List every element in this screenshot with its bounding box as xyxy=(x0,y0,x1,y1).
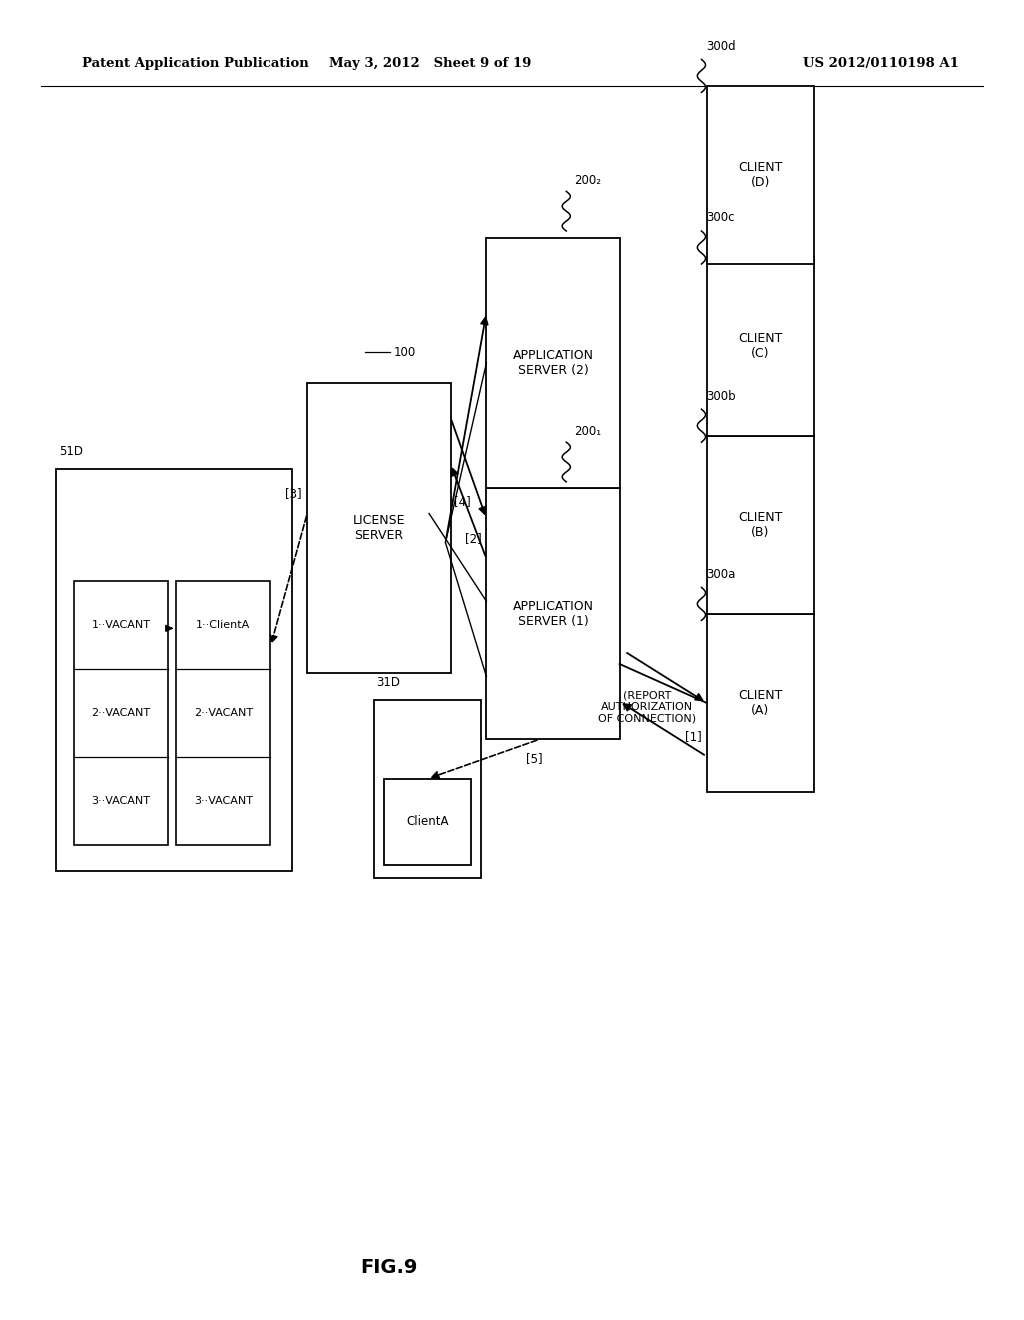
Bar xyxy=(74,581,168,845)
Bar xyxy=(707,257,814,436)
Text: CLIENT
(D): CLIENT (D) xyxy=(738,161,782,189)
Text: (REPORT
AUTHORIZATION
OF CONNECTION): (REPORT AUTHORIZATION OF CONNECTION) xyxy=(598,690,696,723)
Text: 1··VACANT: 1··VACANT xyxy=(91,620,151,630)
Text: 1··ClientA: 1··ClientA xyxy=(197,620,250,630)
Text: 100: 100 xyxy=(393,346,416,359)
Text: US 2012/0110198 A1: US 2012/0110198 A1 xyxy=(803,57,958,70)
Bar xyxy=(176,581,270,845)
Text: [3]: [3] xyxy=(286,487,302,500)
Text: FIG.9: FIG.9 xyxy=(360,1258,418,1276)
Text: 3··VACANT: 3··VACANT xyxy=(194,796,253,805)
Bar xyxy=(486,488,620,739)
Text: 51D: 51D xyxy=(59,445,83,458)
Text: CLIENT
(A): CLIENT (A) xyxy=(738,689,782,717)
Text: ClientA: ClientA xyxy=(407,816,449,828)
Text: 200₂: 200₂ xyxy=(574,174,601,187)
Text: 31D: 31D xyxy=(376,676,399,689)
Text: 300b: 300b xyxy=(707,389,736,403)
Bar xyxy=(56,469,292,871)
Text: 300a: 300a xyxy=(707,568,736,581)
Bar xyxy=(374,700,481,878)
Text: 300c: 300c xyxy=(707,211,735,224)
Text: 3··VACANT: 3··VACANT xyxy=(91,796,151,805)
Text: [4]: [4] xyxy=(454,495,470,508)
Text: May 3, 2012   Sheet 9 of 19: May 3, 2012 Sheet 9 of 19 xyxy=(329,57,531,70)
Text: 300d: 300d xyxy=(707,40,736,53)
Text: APPLICATION
SERVER (1): APPLICATION SERVER (1) xyxy=(512,599,594,628)
Text: LICENSE
SERVER: LICENSE SERVER xyxy=(352,513,406,543)
Bar xyxy=(486,238,620,488)
Text: APPLICATION
SERVER (2): APPLICATION SERVER (2) xyxy=(512,348,594,378)
Bar xyxy=(384,779,471,865)
Text: [5]: [5] xyxy=(526,752,543,766)
Bar xyxy=(307,383,451,673)
Text: [1]: [1] xyxy=(685,730,701,743)
Text: 200₁: 200₁ xyxy=(574,425,601,438)
Text: CLIENT
(B): CLIENT (B) xyxy=(738,511,782,539)
Text: 2··VACANT: 2··VACANT xyxy=(194,708,253,718)
Text: 2··VACANT: 2··VACANT xyxy=(91,708,151,718)
Bar xyxy=(707,614,814,792)
Text: Patent Application Publication: Patent Application Publication xyxy=(82,57,308,70)
Bar xyxy=(707,436,814,614)
Text: [2]: [2] xyxy=(465,532,481,545)
Bar xyxy=(707,86,814,264)
Text: CLIENT
(C): CLIENT (C) xyxy=(738,333,782,360)
